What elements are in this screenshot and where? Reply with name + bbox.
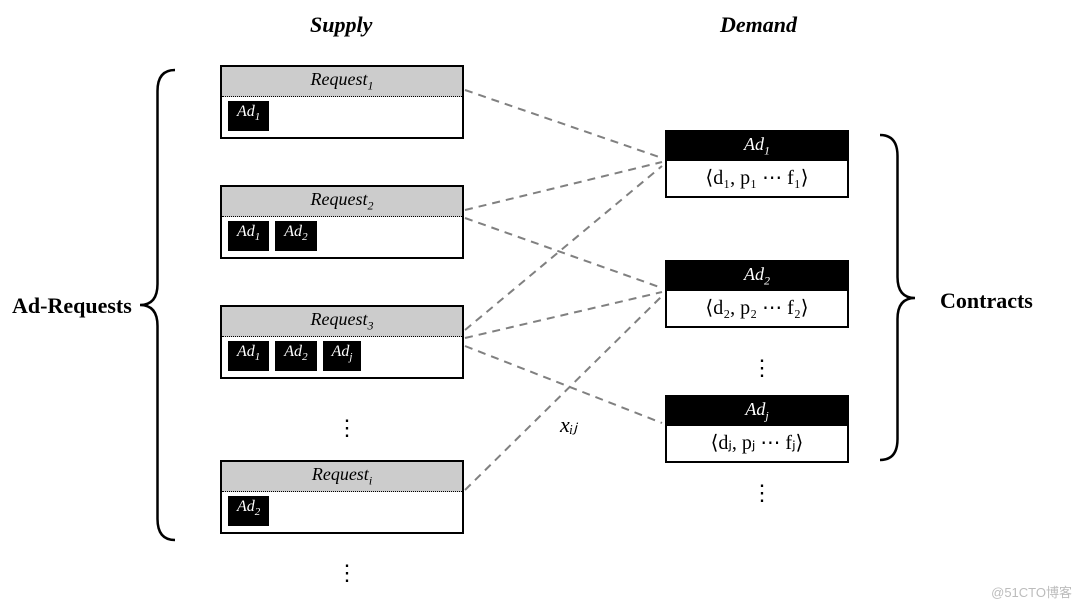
header-demand: Demand [720,12,797,38]
ad-chip-2: Ad2 [275,221,316,251]
request-box-3: Request3Ad1Ad2Adj [220,305,464,379]
contract-box-2: Ad2⟨d₂, p₂ ⋯ f₂⟩ [665,260,849,328]
vdots: ⋮ [336,415,360,441]
request-title: Requesti [222,462,462,492]
contract-title: Ad1 [667,132,847,161]
ad-row: Ad1Ad2 [222,217,462,257]
contract-tuple: ⟨d₁, p₁ ⋯ f₁⟩ [667,161,847,196]
ad-chip-j: Adj [323,341,362,371]
request-box-i: Requesti Ad2 [220,460,464,534]
request-title: Request1 [222,67,462,97]
contract-title: Ad2 [667,262,847,291]
vdots: ⋮ [751,480,775,506]
diagram-overlay [0,0,1080,605]
request-title: Request2 [222,187,462,217]
contract-title: Adj [667,397,847,426]
header-supply: Supply [310,12,372,38]
edge-label-xij: xᵢⱼ [560,412,577,438]
label-ad-requests: Ad-Requests [12,293,132,319]
request-box-1: Request1 Ad1 [220,65,464,139]
watermark: @51CTO博客 [991,582,1072,601]
contract-box-j: Adj⟨dⱼ, pⱼ ⋯ fⱼ⟩ [665,395,849,463]
label-contracts: Contracts [940,288,1033,314]
ad-chip-1: Ad1 [228,101,269,131]
vdots: ⋮ [336,560,360,586]
ad-row: Ad1Ad2Adj [222,337,462,377]
request-box-2: Request2Ad1Ad2 [220,185,464,259]
contract-tuple: ⟨d₂, p₂ ⋯ f₂⟩ [667,291,847,326]
ad-chip-2: Ad2 [275,341,316,371]
ad-chip-1: Ad1 [228,341,269,371]
contract-tuple: ⟨dⱼ, pⱼ ⋯ fⱼ⟩ [667,426,847,461]
contract-box-1: Ad1⟨d₁, p₁ ⋯ f₁⟩ [665,130,849,198]
ad-chip-2: Ad2 [228,496,269,526]
ad-row: Ad1 [222,97,462,137]
ad-row: Ad2 [222,492,462,532]
ad-chip-1: Ad1 [228,221,269,251]
vdots: ⋮ [751,355,775,381]
request-title: Request3 [222,307,462,337]
